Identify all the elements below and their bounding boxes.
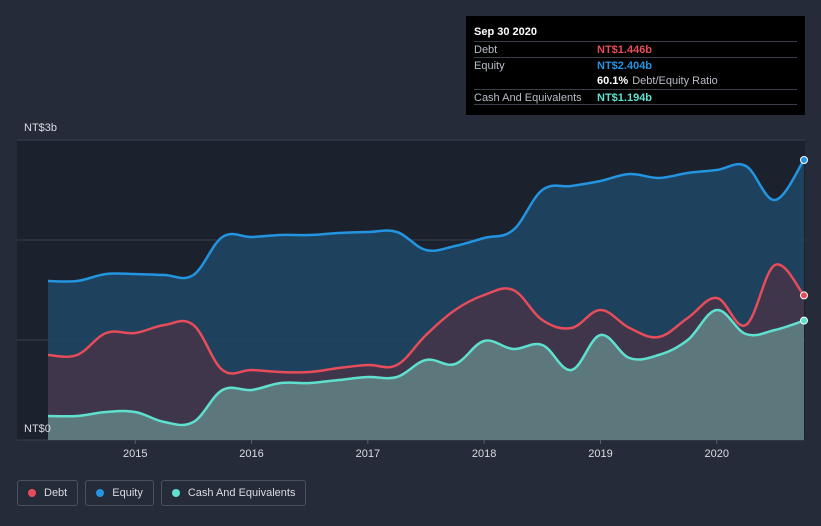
tooltip-cash-label: Cash And Equivalents: [474, 92, 582, 104]
legend-debt-label: Debt: [44, 487, 68, 499]
x-tick-label: 2016: [239, 448, 263, 460]
legend-item-equity[interactable]: Equity: [85, 480, 154, 506]
debt-end-marker[interactable]: [800, 291, 808, 300]
x-tick-label: 2019: [588, 448, 612, 460]
tooltip-row-cash: Cash And Equivalents NT$1.194b: [474, 89, 797, 105]
tooltip-ratio-label: Debt/Equity Ratio: [632, 75, 718, 87]
x-tick-label: 2015: [123, 448, 147, 460]
cash-and-equivalents-end-marker[interactable]: [800, 316, 808, 325]
equity-series-line: [47, 159, 806, 283]
legend-equity-label: Equity: [112, 487, 143, 499]
y-axis-bottom-label: NT$0: [24, 423, 51, 435]
equity-dot-icon: [96, 489, 105, 497]
cash-and-equivalents-area: [48, 309, 804, 440]
x-tick-label: 2020: [705, 448, 729, 460]
tooltip-equity-label: Equity: [474, 60, 505, 72]
debt-dot-icon: [28, 489, 36, 497]
legend-item-debt[interactable]: Debt: [17, 480, 79, 506]
chart-legend: Debt Equity Cash And Equivalents: [17, 480, 307, 506]
tooltip-equity-value: NT$2.404b: [597, 60, 653, 72]
debt-series-line: [47, 263, 805, 375]
tooltip-row-ratio: 60.1% Debt/Equity Ratio: [474, 73, 797, 89]
x-tick-label: 2017: [356, 448, 380, 460]
marker-layer: [800, 156, 808, 325]
line-layer: [47, 159, 806, 427]
equity-end-marker[interactable]: [800, 156, 808, 164]
area-layer: [48, 160, 804, 440]
tooltip-debt-label: Debt: [474, 44, 498, 56]
cash-dot-icon: [171, 489, 180, 497]
legend-item-cash[interactable]: Cash And Equivalents: [160, 480, 307, 506]
tooltip-debt-value: NT$1.446b: [597, 44, 653, 56]
legend-cash-label: Cash And Equivalents: [187, 487, 296, 499]
y-axis-top-label: NT$3b: [24, 122, 57, 134]
cash-and-equivalents-series-line: [47, 308, 805, 427]
tick-layer: 2015 2016 2017 2018 2019 2020: [123, 440, 729, 460]
tooltip-row-equity: Equity NT$2.404b: [474, 57, 797, 73]
x-tick-label: 2018: [472, 448, 496, 460]
tooltip-ratio-value: 60.1%: [597, 75, 629, 87]
tooltip-panel: Sep 30 2020 Debt NT$1.446b Equity NT$2.4…: [466, 16, 805, 115]
tooltip-row-debt: Debt NT$1.446b: [474, 41, 797, 57]
tooltip-cash-value: NT$1.194b: [597, 92, 653, 104]
tooltip-date: Sep 30 2020: [474, 26, 537, 38]
